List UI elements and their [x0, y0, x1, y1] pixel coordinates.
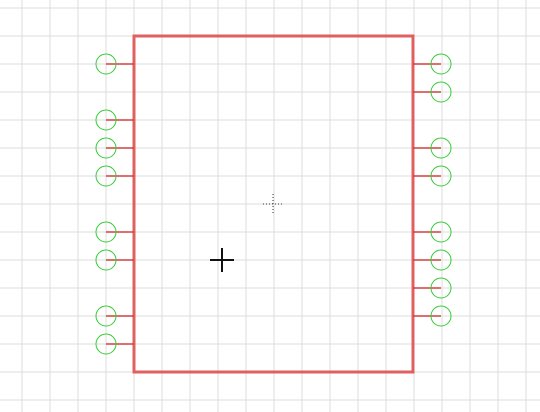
right-pin[interactable]: [413, 249, 452, 271]
symbol-body[interactable]: [132, 34, 415, 374]
left-pin-group[interactable]: [95, 53, 134, 355]
pin-connection-point[interactable]: [430, 81, 452, 103]
right-pin[interactable]: [413, 81, 452, 103]
left-pin[interactable]: [95, 109, 134, 131]
left-pin[interactable]: [95, 305, 134, 327]
origin-marker: [263, 194, 283, 214]
right-pin[interactable]: [413, 221, 452, 243]
symbol-body-outline[interactable]: [132, 34, 415, 374]
pin-connection-point[interactable]: [95, 165, 117, 187]
pin-connection-point[interactable]: [95, 333, 117, 355]
pin-connection-point[interactable]: [430, 221, 452, 243]
pin-connection-point[interactable]: [95, 221, 117, 243]
left-pin[interactable]: [95, 249, 134, 271]
left-pin[interactable]: [95, 53, 134, 75]
pin-connection-point[interactable]: [95, 137, 117, 159]
pin-connection-point[interactable]: [95, 109, 117, 131]
left-pin[interactable]: [95, 221, 134, 243]
right-pin[interactable]: [413, 305, 452, 327]
left-pin[interactable]: [95, 165, 134, 187]
right-pin[interactable]: [413, 53, 452, 75]
pin-connection-point[interactable]: [95, 249, 117, 271]
pin-connection-point[interactable]: [430, 165, 452, 187]
right-pin-group[interactable]: [413, 53, 452, 327]
right-pin[interactable]: [413, 137, 452, 159]
pin-connection-point[interactable]: [430, 305, 452, 327]
left-pin[interactable]: [95, 137, 134, 159]
pin-connection-point[interactable]: [430, 277, 452, 299]
pin-connection-point[interactable]: [95, 305, 117, 327]
pin-connection-point[interactable]: [430, 53, 452, 75]
crosshair-cursor: [210, 248, 234, 272]
right-pin[interactable]: [413, 277, 452, 299]
pin-connection-point[interactable]: [95, 53, 117, 75]
right-pin[interactable]: [413, 165, 452, 187]
pin-connection-point[interactable]: [430, 137, 452, 159]
pin-connection-point[interactable]: [430, 249, 452, 271]
left-pin[interactable]: [95, 333, 134, 355]
